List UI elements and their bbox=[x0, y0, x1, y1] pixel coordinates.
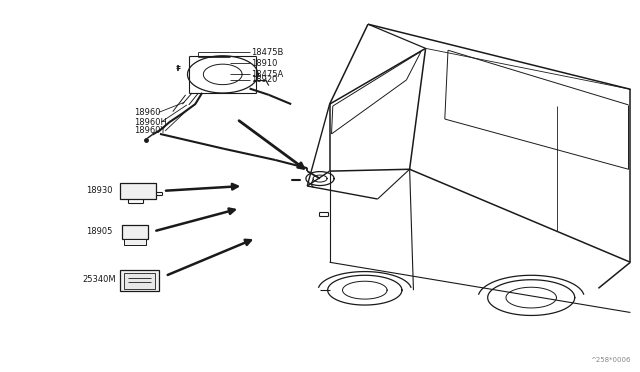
Bar bbox=[124, 273, 155, 289]
Bar bbox=[122, 225, 148, 239]
Text: 18960H: 18960H bbox=[134, 118, 167, 126]
Text: 18930: 18930 bbox=[86, 186, 113, 195]
Text: ^258*0006: ^258*0006 bbox=[590, 357, 630, 363]
Text: 18475A: 18475A bbox=[251, 70, 283, 79]
Text: 18960: 18960 bbox=[134, 108, 161, 117]
Text: 18475B: 18475B bbox=[251, 48, 284, 57]
Text: 18920: 18920 bbox=[251, 76, 277, 84]
Text: 18905: 18905 bbox=[86, 227, 113, 236]
Text: 25340M: 25340M bbox=[82, 275, 116, 284]
Text: 18960Y: 18960Y bbox=[134, 126, 166, 135]
Bar bbox=[124, 239, 146, 245]
Bar bbox=[120, 183, 156, 199]
Bar bbox=[120, 270, 159, 291]
Text: 18910: 18910 bbox=[251, 59, 277, 68]
